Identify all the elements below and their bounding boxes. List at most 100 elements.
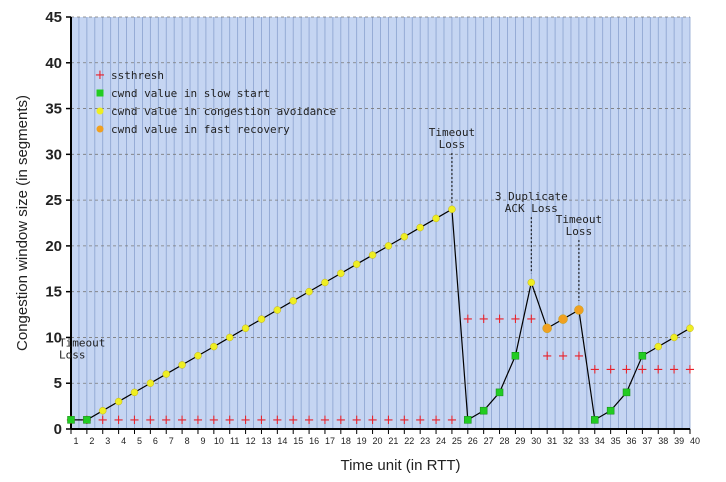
- cwnd-point-congestion-avoidance: [178, 361, 186, 369]
- x-tick-label: 10: [214, 436, 224, 446]
- cwnd-point-slow-start: [67, 416, 75, 424]
- annotation-label: Loss: [439, 138, 466, 151]
- ssthresh-point: +: [145, 413, 156, 428]
- ssthresh-point: +: [462, 312, 473, 327]
- ssthresh-point: +: [605, 362, 616, 377]
- x-tick-label: 35: [611, 436, 621, 446]
- cwnd-point-congestion-avoidance: [400, 233, 409, 241]
- cwnd-point-congestion-avoidance: [226, 333, 234, 342]
- y-axis-ticks: 0 5 10 15 20 25 30 35 40 45: [45, 9, 71, 438]
- ssthresh-point: +: [129, 413, 140, 428]
- ssthresh-point: +: [653, 362, 664, 377]
- legend-label: cwnd value in fast recovery: [111, 123, 290, 136]
- cwnd-series-line: [71, 208, 691, 421]
- axes: [70, 17, 690, 430]
- x-tick-label: 16: [309, 436, 319, 446]
- ssthresh-point: +: [494, 312, 505, 327]
- x-tick-label: 39: [674, 436, 684, 446]
- cwnd-point-slow-start: [606, 406, 615, 415]
- x-tick-label: 11: [230, 436, 239, 446]
- y-tick-label: 40: [45, 55, 62, 72]
- ssthresh-point: +: [288, 413, 299, 428]
- ssthresh-point: +: [637, 362, 648, 377]
- cwnd-point-congestion-avoidance: [305, 287, 313, 296]
- ssthresh-point: +: [478, 312, 489, 327]
- x-tick-label: 33: [579, 436, 589, 446]
- ssthresh-point: +: [224, 413, 235, 428]
- x-tick-label: 19: [357, 436, 367, 446]
- ssthresh-point: +: [415, 413, 426, 428]
- x-tick-label: 5: [137, 436, 142, 446]
- legend-label: ssthresh: [111, 69, 164, 82]
- ssthresh-point: +: [526, 312, 537, 327]
- x-tick-label: 31: [547, 436, 557, 446]
- ssthresh-point: +: [319, 413, 330, 428]
- y-tick-label: 25: [45, 192, 62, 209]
- cwnd-point-congestion-avoidance: [162, 370, 170, 378]
- cwnd-point-congestion-avoidance: [527, 278, 535, 287]
- cwnd-point-congestion-avoidance: [257, 315, 266, 323]
- cwnd-point-slow-start: [495, 388, 504, 397]
- x-axis-ticks: 1 2 3 4 5 6 7 8 9 10 11 12 13 14 15 16 17 18 19 20 21 22 23 24 2…: [70, 429, 700, 446]
- x-tick-label: 18: [341, 436, 351, 446]
- x-tick-label: 7: [169, 436, 174, 446]
- cwnd-point-congestion-avoidance: [273, 306, 282, 314]
- cwnd-point-congestion-avoidance: [432, 214, 440, 223]
- ssthresh-series: ++++++++++++++++++++++++++++++++++++++++: [66, 312, 696, 428]
- y-tick-label: 35: [45, 101, 62, 118]
- x-tick-label: 34: [595, 436, 605, 446]
- cwnd-point-congestion-avoidance: [194, 352, 202, 360]
- x-tick-label: 20: [373, 436, 383, 446]
- cwnd-point-congestion-avoidance: [416, 223, 424, 232]
- ssthresh-point: +: [304, 413, 315, 428]
- ssthresh-point: +: [335, 413, 346, 428]
- x-tick-label: 24: [436, 436, 446, 446]
- ssthresh-point: +: [399, 413, 410, 428]
- x-tick-label: 8: [185, 436, 190, 446]
- x-tick-label: 25: [452, 436, 462, 446]
- annotation-label: Timeout: [59, 337, 105, 350]
- cwnd-point-congestion-avoidance: [384, 242, 393, 250]
- x-axis-title: Time unit (in RTT): [340, 457, 460, 474]
- x-tick-label: 13: [261, 436, 271, 446]
- ssthresh-point: +: [573, 349, 584, 364]
- ssthresh-point: +: [558, 349, 569, 364]
- ssthresh-point: +: [193, 413, 204, 428]
- x-tick-label: 29: [515, 436, 525, 446]
- x-tick-label: 22: [404, 436, 414, 446]
- ssthresh-point: +: [589, 362, 600, 377]
- x-tick-label: 9: [200, 436, 205, 446]
- x-tick-label: 12: [246, 436, 256, 446]
- x-tick-label: 15: [293, 436, 303, 446]
- x-tick-label: 17: [325, 436, 335, 446]
- ssthresh-point: +: [431, 413, 442, 428]
- ssthresh-point: +: [510, 312, 521, 327]
- x-tick-label: 40: [690, 436, 700, 446]
- legend-marker-congestion-avoidance: [96, 107, 104, 115]
- x-tick-label: 21: [388, 436, 398, 446]
- cwnd-point-slow-start: [464, 416, 472, 424]
- annotation-label: Timeout: [556, 213, 602, 226]
- x-tick-label: 28: [500, 436, 510, 446]
- legend-label: cwnd value in slow start: [111, 87, 270, 100]
- ssthresh-point: +: [272, 413, 283, 428]
- cwnd-point-congestion-avoidance: [654, 342, 662, 351]
- cwnd-point-congestion-avoidance: [114, 397, 123, 406]
- cwnd-point-congestion-avoidance: [289, 297, 297, 305]
- y-tick-label: 20: [45, 238, 62, 255]
- x-tick-label: 2: [89, 436, 94, 446]
- annotation-label: ACK Loss: [505, 202, 558, 215]
- ssthresh-point: +: [685, 362, 696, 377]
- cwnd-point-congestion-avoidance: [146, 379, 155, 387]
- legend-label: cwnd value in congestion avoidance: [111, 105, 336, 118]
- x-tick-label: 30: [531, 436, 541, 446]
- cwnd-point-slow-start: [622, 388, 631, 397]
- ssthresh-point: +: [621, 362, 632, 377]
- ssthresh-point: +: [367, 413, 378, 428]
- cwnd-point-congestion-avoidance: [210, 342, 218, 351]
- ssthresh-point: +: [113, 413, 124, 428]
- ssthresh-point: +: [669, 362, 680, 377]
- cwnd-point-congestion-avoidance: [321, 278, 329, 287]
- cwnd-point-congestion-avoidance: [99, 406, 107, 415]
